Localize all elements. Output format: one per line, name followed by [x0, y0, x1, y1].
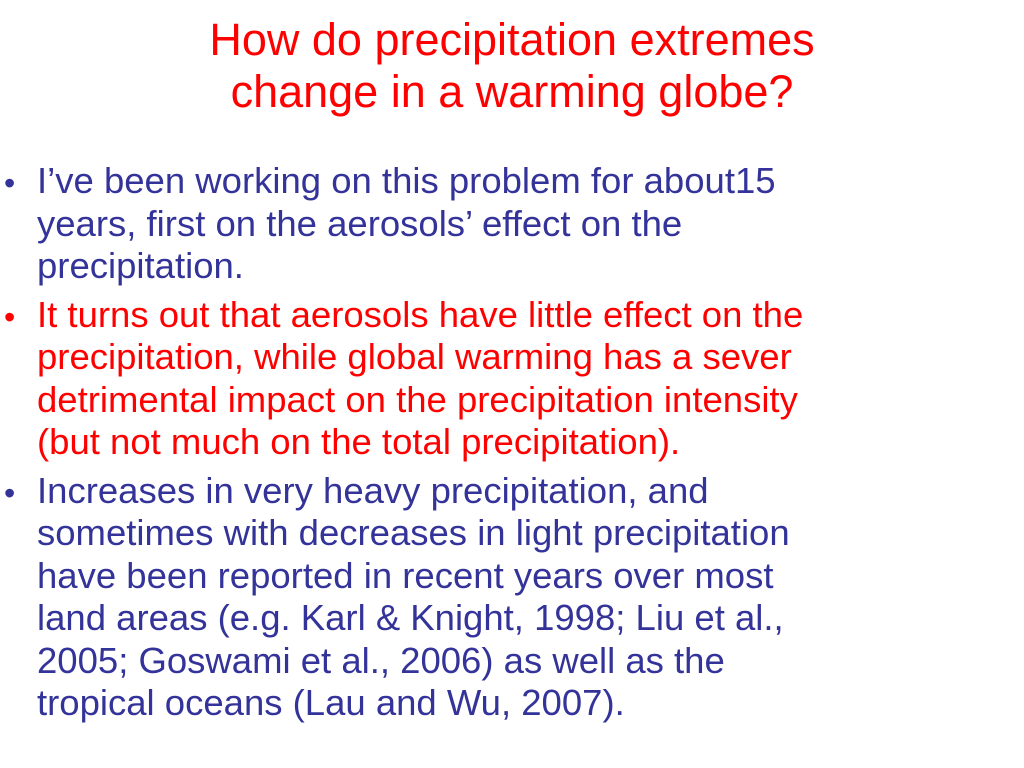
bullet-3-line: tropical oceans (Lau and Wu, 2007). [37, 682, 625, 723]
slide-title: How do precipitation extremes change in … [0, 14, 1024, 118]
bullet-3-line: have been reported in recent years over … [37, 554, 774, 596]
bullet-icon: • [4, 298, 16, 335]
slide-title-line-2: change in a warming globe? [230, 66, 794, 117]
bullet-3-line: sometimes with decreases in light precip… [37, 512, 790, 553]
bullet-3-line: land areas (e.g. Karl & Knight, 1998; Li… [37, 597, 784, 638]
bullet-1-line: years, first on the aerosols’ effect on … [37, 202, 683, 244]
bullet-text-3: Increases in very heavy precipitation, a… [37, 470, 1024, 725]
bullet-2-line: (but not much on the total precipitation… [37, 421, 681, 462]
bullet-text-1: I’ve been working on this problem for ab… [37, 160, 1024, 288]
bullet-icon: • [4, 165, 16, 201]
bullet-2-line: It turns out that aerosols have little e… [37, 293, 804, 335]
bullet-item-3: • Increases in very heavy precipitation,… [0, 470, 1024, 725]
bullet-list: • I’ve been working on this problem for … [0, 160, 1024, 731]
bullet-1-line: precipitation. [37, 245, 244, 286]
bullet-3-line: Increases in very heavy precipitation, a… [37, 469, 709, 511]
bullet-text-2: It turns out that aerosols have little e… [37, 294, 1024, 464]
bullet-2-line: detrimental impact on the precipitation … [37, 378, 798, 420]
bullet-1-line: I’ve been working on this problem for ab… [37, 160, 776, 201]
bullet-2-line: precipitation, while global warming has … [37, 336, 792, 377]
slide-title-line-1: How do precipitation extremes [209, 14, 815, 65]
bullet-3-line: 2005; Goswami et al., 2006) as well as t… [37, 639, 725, 681]
bullet-item-1: • I’ve been working on this problem for … [0, 160, 1024, 288]
bullet-icon: • [4, 474, 16, 511]
bullet-item-2: • It turns out that aerosols have little… [0, 294, 1024, 464]
